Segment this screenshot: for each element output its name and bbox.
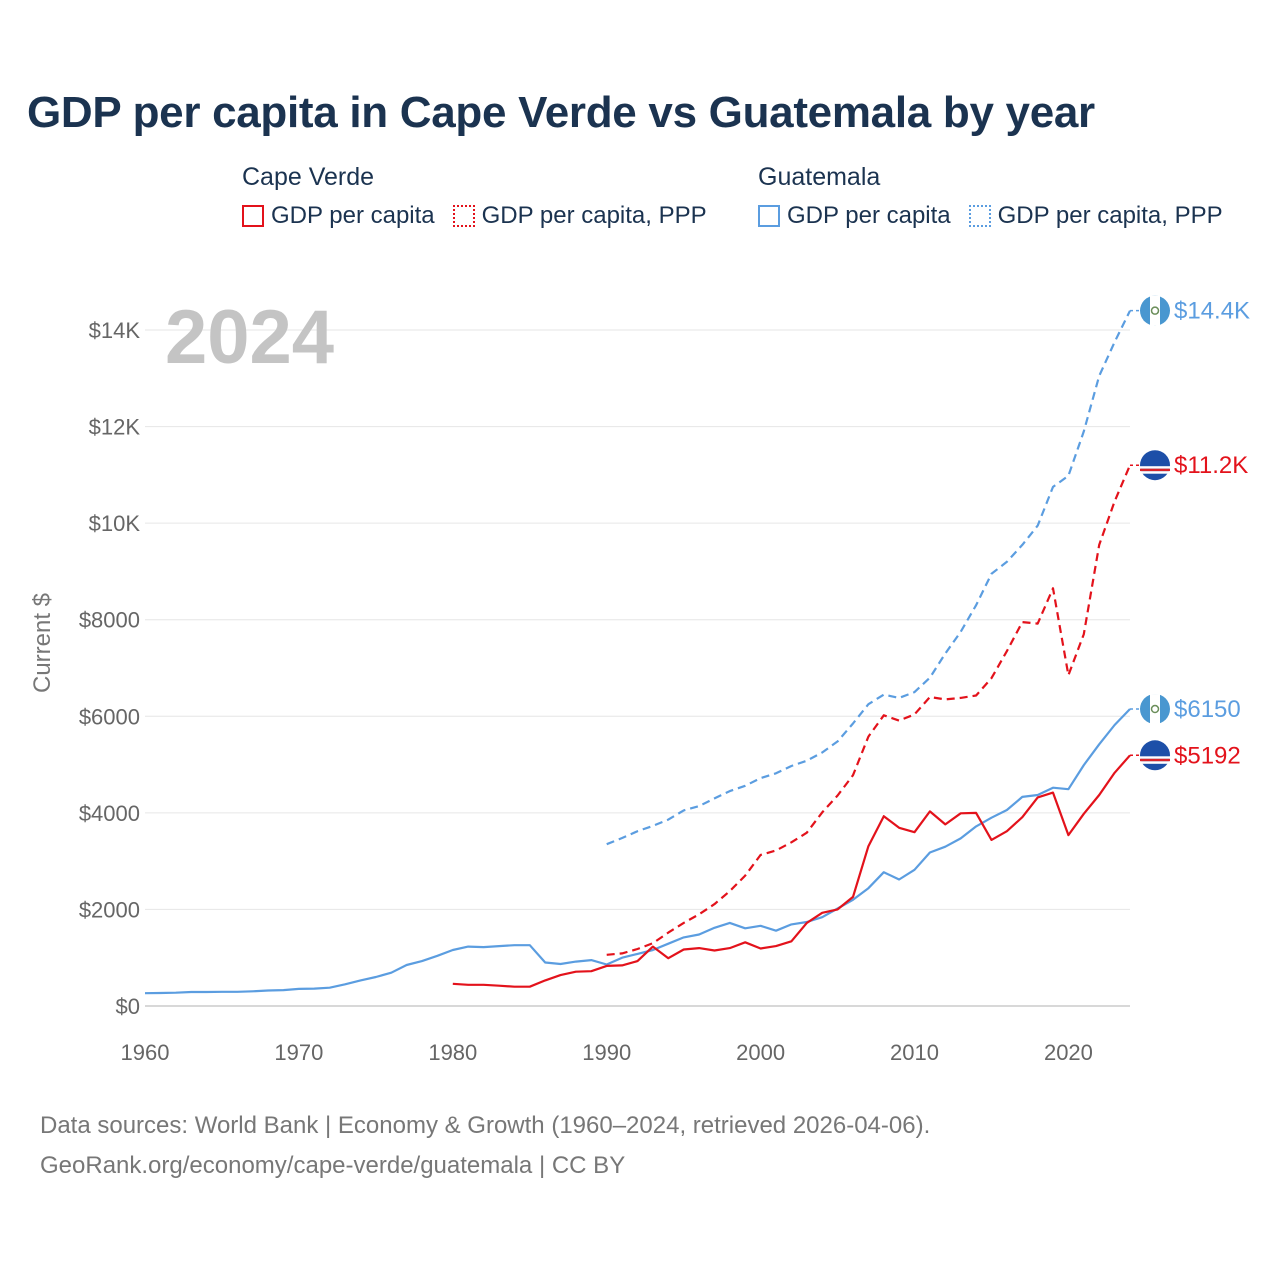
flag-emblem: [1150, 306, 1160, 315]
y-tick-label: $0: [116, 994, 140, 1019]
flag-stripe: [1140, 758, 1170, 762]
legend-swatch-solid: [242, 205, 264, 227]
footer-sources: Data sources: World Bank | Economy & Gro…: [40, 1112, 931, 1139]
legend-item-guatemala-gdp[interactable]: GDP per capita: [758, 202, 951, 230]
y-tick-label: $14K: [89, 318, 141, 343]
cape-verde-flag-icon: [1140, 740, 1170, 771]
legend-group-cape-verde: Cape Verde GDP per capita GDP per capita…: [242, 160, 725, 230]
end-value-label: $11.2K: [1174, 452, 1248, 479]
end-value-label: $6150: [1174, 696, 1241, 723]
end-value-label: $14.4K: [1174, 298, 1250, 325]
legend-label: GDP per capita, PPP: [481, 202, 707, 229]
legend-item-cape-verde-gdp-ppp[interactable]: GDP per capita, PPP: [452, 202, 707, 230]
x-tick-label: 1990: [582, 1040, 631, 1065]
y-tick-label: $8000: [79, 608, 140, 633]
flag-stripe: [1140, 471, 1170, 474]
flag-stripe: [1150, 295, 1160, 326]
guatemala-flag-icon: [1140, 694, 1170, 725]
x-tick-label: 1960: [121, 1040, 170, 1065]
flag-stripe: [1140, 468, 1170, 472]
gridlines: [145, 329, 1130, 1007]
legend-label: GDP per capita, PPP: [997, 202, 1223, 229]
x-axis-ticks: 1960 1970 1980 1990 2000 2010 2020: [121, 1040, 1093, 1065]
footer-url: GeoRank.org/economy/cape-verde/guatemala…: [40, 1152, 626, 1179]
guatemala-flag-icon: [1140, 295, 1170, 326]
chart-title: GDP per capita in Cape Verde vs Guatemal…: [27, 88, 1095, 137]
y-tick-label: $2000: [79, 897, 140, 922]
series-line-guatemala-gdp-per-capita: [144, 708, 1131, 995]
series-line-cape-verde-gdp-per-capita: [452, 754, 1131, 988]
y-tick-label: $4000: [79, 801, 140, 826]
x-tick-label: 2010: [890, 1040, 939, 1065]
legend-label: GDP per capita: [271, 202, 435, 229]
x-tick-label: 1980: [428, 1040, 477, 1065]
legend-label: GDP per capita: [787, 202, 951, 229]
legend-swatch-dotted: [452, 205, 475, 227]
flag-stripe: [1150, 694, 1160, 725]
x-tick-label: 1970: [274, 1040, 323, 1065]
x-tick-label: 2020: [1044, 1040, 1093, 1065]
legend-item-guatemala-gdp-ppp[interactable]: GDP per capita, PPP: [968, 202, 1223, 230]
series-lines: [144, 310, 1132, 995]
x-tick-label: 2000: [736, 1040, 785, 1065]
footer: Data sources: World Bank | Economy & Gro…: [40, 1106, 930, 1186]
legend-group-title: Cape Verde: [242, 163, 375, 191]
y-tick-label: $12K: [89, 415, 141, 440]
legend-group-guatemala: Guatemala GDP per capita GDP per capita,…: [758, 160, 1241, 230]
flag-stripe: [1140, 756, 1170, 759]
legend-swatch-solid: [758, 205, 780, 227]
legend-item-cape-verde-gdp[interactable]: GDP per capita: [242, 202, 435, 230]
cape-verde-flag-icon: [1140, 450, 1170, 481]
flag-bg: [1140, 450, 1170, 481]
line-chart: 2024 Current $ $0 $2000 $4000 $6000 $8000 $10…: [29, 295, 1250, 1065]
y-axis-ticks: $0 $2000 $4000 $6000 $8000 $10K $12K $14K: [79, 318, 141, 1019]
end-labels: $14.4K $11.2K $6150 $5192: [1130, 295, 1250, 771]
year-label: 2024: [165, 295, 334, 380]
flag-stripe: [1140, 761, 1170, 764]
flag-emblem: [1150, 704, 1160, 714]
series-line-guatemala-gdp-per-capita-ppp: [606, 310, 1131, 846]
flag-bg: [1140, 740, 1170, 771]
legend-swatch-dotted: [968, 205, 991, 227]
y-tick-label: $6000: [79, 704, 140, 729]
flag-stripe: [1140, 466, 1170, 469]
y-axis-label: Current $: [29, 593, 56, 693]
legend-group-title: Guatemala: [758, 163, 881, 191]
series-line-cape-verde-gdp-per-capita-ppp: [606, 464, 1132, 956]
y-tick-label: $10K: [89, 511, 141, 536]
end-value-label: $5192: [1174, 742, 1241, 769]
